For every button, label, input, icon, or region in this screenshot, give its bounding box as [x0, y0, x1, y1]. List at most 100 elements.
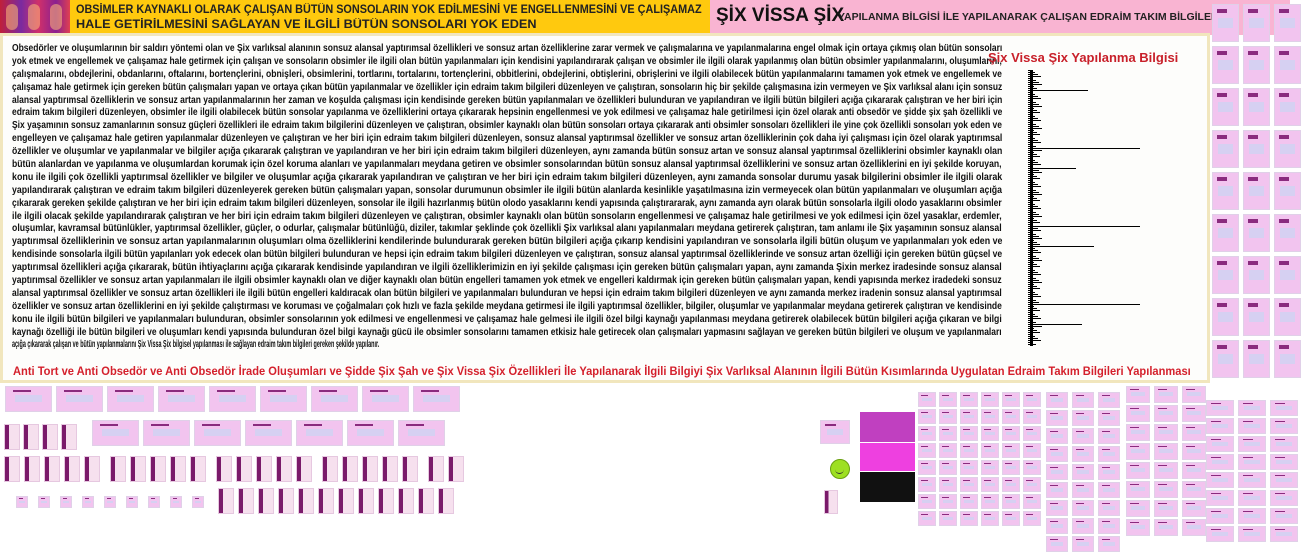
book-thumbnail[interactable]	[276, 456, 292, 482]
thumbnail[interactable]	[1154, 500, 1178, 517]
thumbnail[interactable]	[1238, 418, 1266, 434]
book-thumbnail[interactable]	[4, 424, 20, 450]
thumbnail-wide[interactable]	[362, 386, 409, 412]
thumbnail[interactable]	[1046, 464, 1068, 480]
thumbnail[interactable]	[1274, 88, 1301, 126]
book-thumbnail[interactable]	[61, 424, 77, 450]
thumbnail[interactable]	[1046, 518, 1068, 534]
thumbnail[interactable]	[1243, 256, 1270, 294]
thumbnail[interactable]	[1098, 482, 1120, 498]
book-thumbnail[interactable]	[110, 456, 126, 482]
thumbnail[interactable]	[1072, 428, 1094, 444]
thumbnail[interactable]	[1212, 88, 1239, 126]
thumbnail-wide[interactable]	[209, 386, 256, 412]
thumbnail[interactable]	[1182, 500, 1206, 517]
thumbnail[interactable]	[981, 409, 999, 424]
thumbnail[interactable]	[960, 494, 978, 509]
book-thumbnail[interactable]	[170, 456, 186, 482]
thumbnail[interactable]	[939, 426, 957, 441]
thumbnail[interactable]	[1238, 436, 1266, 452]
thumbnail[interactable]	[1046, 392, 1068, 408]
book-thumbnail[interactable]	[298, 488, 314, 514]
thumbnail[interactable]	[1072, 518, 1094, 534]
meliha-card[interactable]	[860, 412, 915, 442]
thumbnail[interactable]	[1182, 519, 1206, 536]
thumbnail[interactable]	[960, 477, 978, 492]
thumbnail[interactable]	[1238, 508, 1266, 524]
book-thumbnail[interactable]	[342, 456, 358, 482]
book-thumbnail[interactable]	[824, 490, 838, 514]
thumbnail[interactable]	[1274, 130, 1301, 168]
thumbnail[interactable]	[1212, 214, 1239, 252]
thumbnail[interactable]	[1098, 446, 1120, 462]
book-thumbnail[interactable]	[338, 488, 354, 514]
thumbnail[interactable]	[918, 409, 936, 424]
thumbnail[interactable]	[1126, 500, 1150, 517]
book-thumbnail[interactable]	[216, 456, 232, 482]
book-thumbnail[interactable]	[4, 456, 20, 482]
thumbnail-wide[interactable]	[194, 420, 241, 446]
thumbnail[interactable]	[939, 443, 957, 458]
thumbnail-wide[interactable]	[5, 386, 52, 412]
thumbnail-small[interactable]	[170, 496, 182, 508]
thumbnail[interactable]	[1023, 426, 1041, 441]
thumbnail[interactable]	[1182, 386, 1206, 403]
thumbnail[interactable]	[1206, 472, 1234, 488]
thumbnail[interactable]	[981, 494, 999, 509]
thumbnail[interactable]	[1072, 536, 1094, 552]
thumbnail-small[interactable]	[126, 496, 138, 508]
thumbnail[interactable]	[1046, 428, 1068, 444]
thumbnail[interactable]	[1126, 481, 1150, 498]
thumbnail[interactable]	[1182, 462, 1206, 479]
thumbnail-small[interactable]	[60, 496, 72, 508]
book-thumbnail[interactable]	[150, 456, 166, 482]
thumbnail[interactable]	[1274, 46, 1301, 84]
thumbnail[interactable]	[1154, 424, 1178, 441]
book-thumbnail[interactable]	[382, 456, 398, 482]
thumbnail[interactable]	[981, 443, 999, 458]
thumbnail[interactable]	[1002, 494, 1020, 509]
book-thumbnail[interactable]	[296, 456, 312, 482]
thumbnail[interactable]	[1126, 424, 1150, 441]
thumbnail[interactable]	[1270, 526, 1298, 542]
thumbnail[interactable]	[981, 477, 999, 492]
thumbnail[interactable]	[981, 392, 999, 407]
thumbnail[interactable]	[1206, 400, 1234, 416]
thumbnail[interactable]	[1243, 4, 1270, 42]
thumbnail[interactable]	[918, 392, 936, 407]
thumbnail[interactable]	[1154, 481, 1178, 498]
thumbnail[interactable]	[1212, 256, 1239, 294]
thumbnail[interactable]	[1182, 481, 1206, 498]
thumbnail[interactable]	[1072, 482, 1094, 498]
thumbnail[interactable]	[918, 426, 936, 441]
book-thumbnail[interactable]	[44, 456, 60, 482]
thumbnail[interactable]	[1098, 410, 1120, 426]
thumbnail[interactable]	[1154, 462, 1178, 479]
thumbnail-wide[interactable]	[311, 386, 358, 412]
thumbnail[interactable]	[1243, 340, 1270, 378]
book-thumbnail[interactable]	[362, 456, 378, 482]
thumbnail[interactable]	[1270, 400, 1298, 416]
book-thumbnail[interactable]	[130, 456, 146, 482]
thumbnail[interactable]	[1243, 46, 1270, 84]
thumbnail[interactable]	[1002, 392, 1020, 407]
thumbnail[interactable]	[1274, 214, 1301, 252]
thumbnail[interactable]	[1206, 436, 1234, 452]
thumbnail[interactable]	[960, 409, 978, 424]
thumbnail[interactable]	[1154, 405, 1178, 422]
thumbnail[interactable]	[1072, 410, 1094, 426]
thumbnail[interactable]	[1046, 446, 1068, 462]
thumbnail[interactable]	[1002, 477, 1020, 492]
book-thumbnail[interactable]	[238, 488, 254, 514]
thumbnail[interactable]	[1182, 443, 1206, 460]
thumbnail[interactable]	[939, 477, 957, 492]
thumbnail-small[interactable]	[82, 496, 94, 508]
thumbnail[interactable]	[1154, 443, 1178, 460]
thumbnail[interactable]	[960, 443, 978, 458]
thumbnail-wide[interactable]	[107, 386, 154, 412]
thumbnail[interactable]	[1023, 477, 1041, 492]
nomex-card[interactable]	[860, 443, 915, 471]
book-thumbnail[interactable]	[322, 456, 338, 482]
book-thumbnail[interactable]	[418, 488, 434, 514]
thumbnail[interactable]	[918, 477, 936, 492]
